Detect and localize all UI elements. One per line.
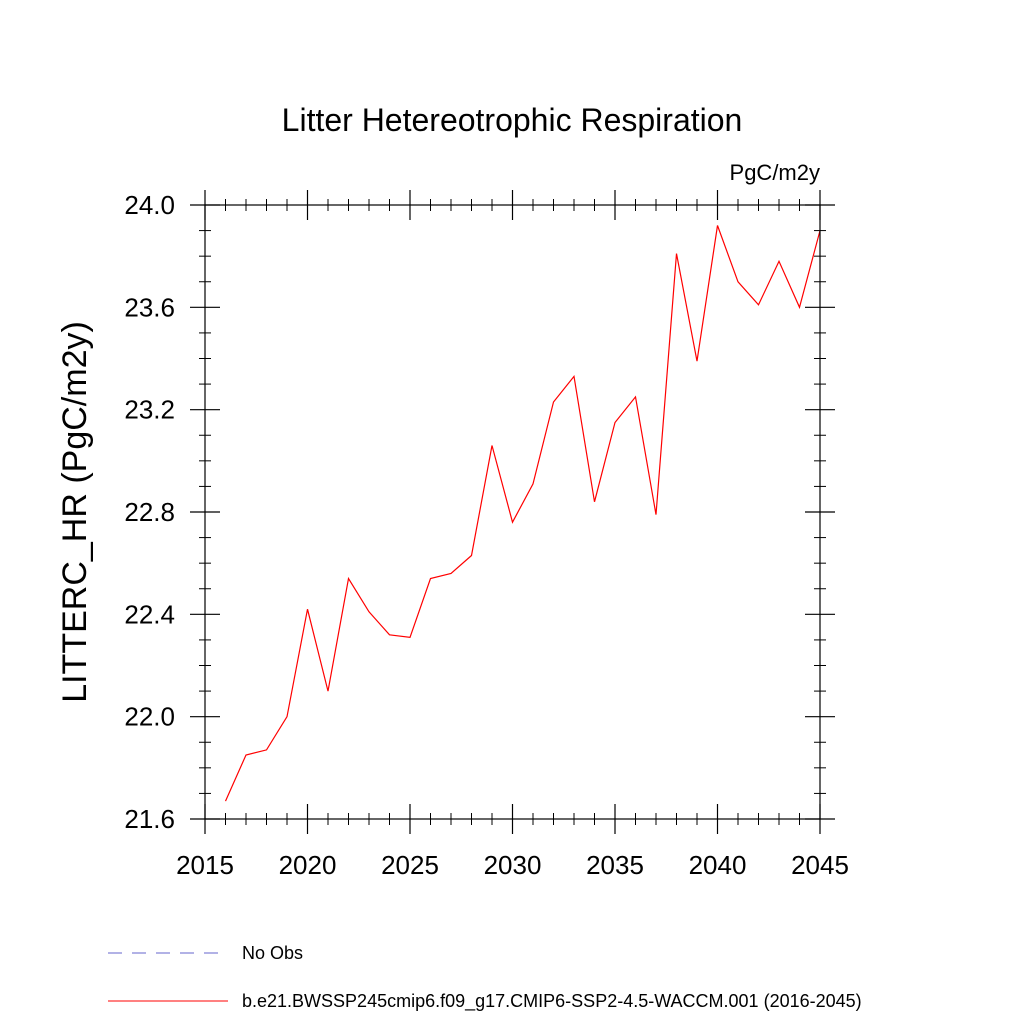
x-tick-label: 2025 xyxy=(381,850,439,880)
legend-label-model-run: b.e21.BWSSP245cmip6.f09_g17.CMIP6-SSP2-4… xyxy=(242,991,862,1012)
series-lines xyxy=(224,225,821,802)
x-tick-label: 2015 xyxy=(176,850,234,880)
y-tick-label: 22.4 xyxy=(124,599,175,629)
x-tick-label: 2020 xyxy=(279,850,337,880)
y-tick-label: 23.2 xyxy=(124,395,175,425)
x-tick-label: 2030 xyxy=(484,850,542,880)
y-tick-label: 23.6 xyxy=(124,292,175,322)
y-axis-label: LITTERC_HR (PgC/m2y) xyxy=(56,321,94,703)
chart-title: Litter Hetereotrophic Respiration xyxy=(282,102,743,138)
plot-frame xyxy=(204,204,821,820)
x-tick-label: 2035 xyxy=(586,850,644,880)
y-tick-label: 21.6 xyxy=(124,804,175,834)
y-tick-label: 22.0 xyxy=(124,702,175,732)
x-tick-labels: 2015 2020 2025 2030 2035 2040 2045 xyxy=(176,850,849,880)
units-label: PgC/m2y xyxy=(730,160,820,185)
x-tick-label: 2045 xyxy=(791,850,849,880)
legend-label-no-obs: No Obs xyxy=(242,943,303,963)
series-line xyxy=(224,225,821,802)
x-tick-label: 2040 xyxy=(689,850,747,880)
y-tick-labels: 21.6 22.0 22.4 22.8 23.2 23.6 24.0 xyxy=(124,190,175,834)
axis-ticks xyxy=(190,190,835,834)
y-tick-label: 22.8 xyxy=(124,497,175,527)
y-tick-label: 24.0 xyxy=(124,190,175,220)
legend: No Obs b.e21.BWSSP245cmip6.f09_g17.CMIP6… xyxy=(108,943,862,1012)
